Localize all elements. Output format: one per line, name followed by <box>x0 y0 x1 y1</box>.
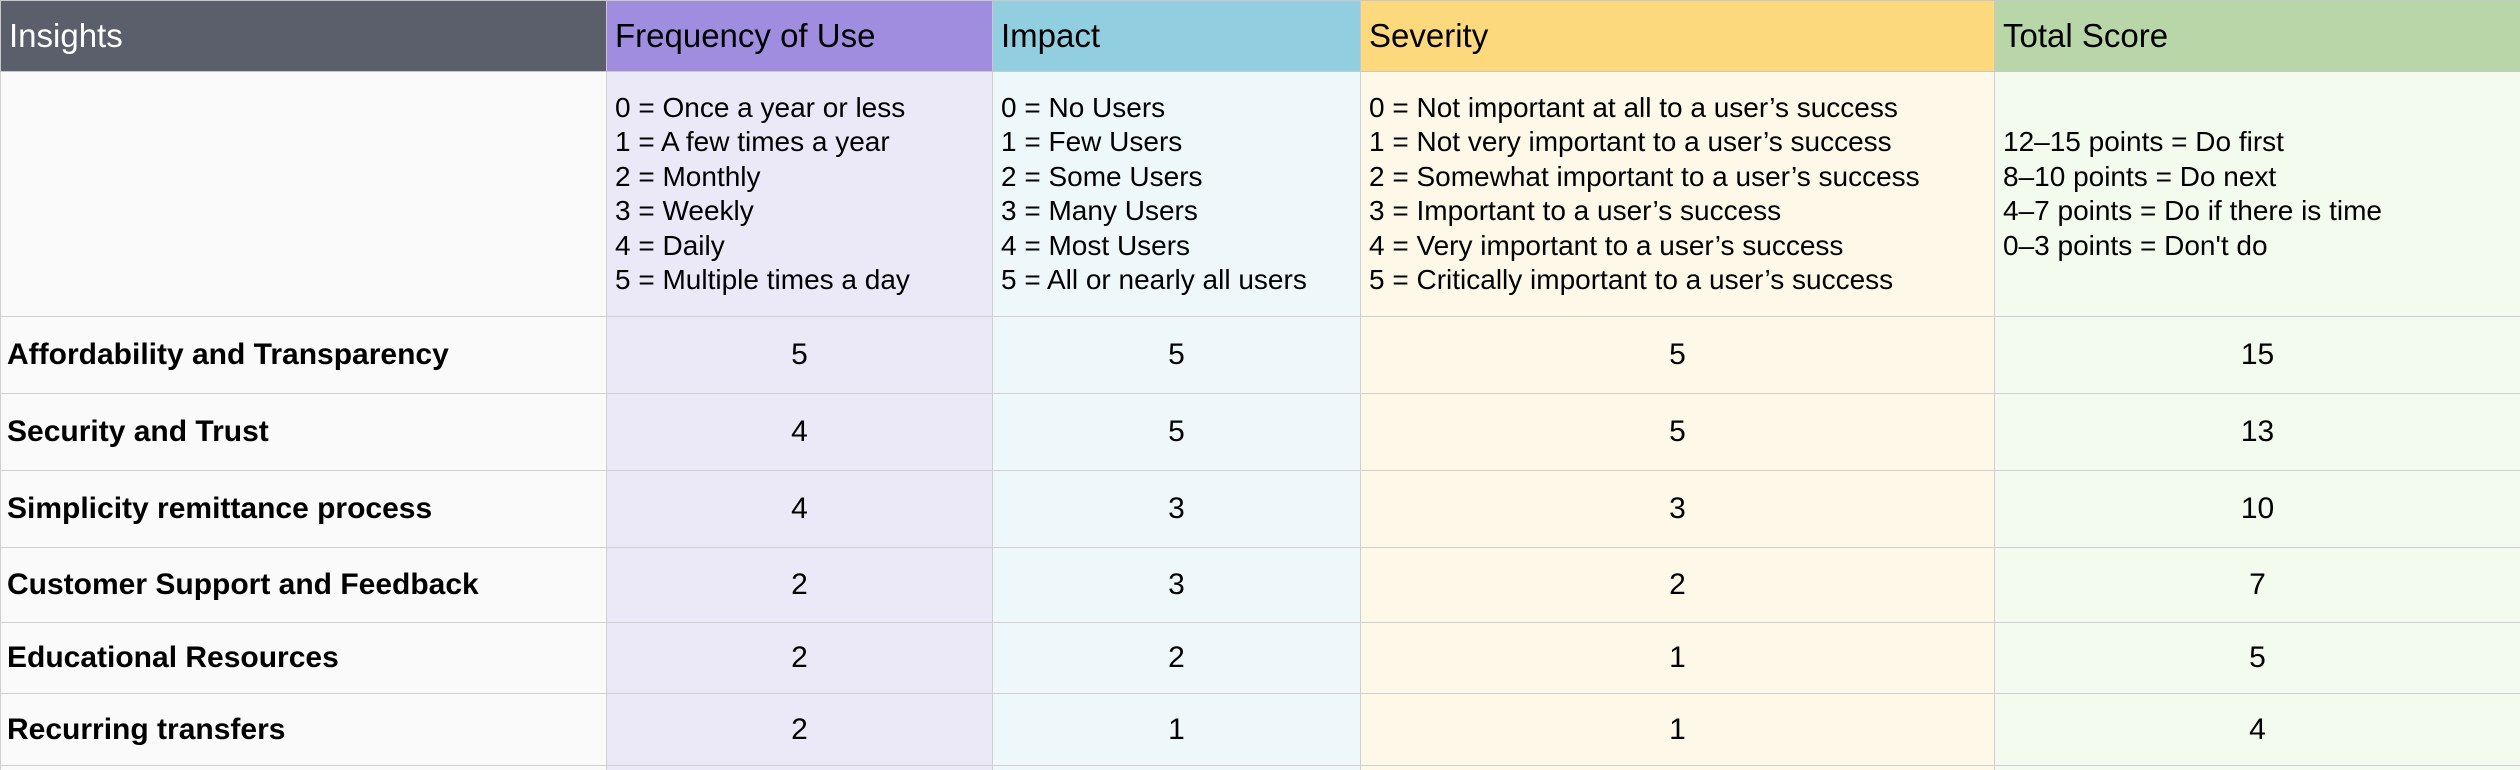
legend-line: 8–10 points = Do next <box>2003 160 2277 192</box>
insight-cell[interactable]: Recurring transfers <box>0 693 607 766</box>
legend-line: 2 = Somewhat important to a user’s succe… <box>1369 160 1920 192</box>
header-insights[interactable]: Insights <box>0 0 607 72</box>
insight-cell[interactable]: Affordability and Transparency <box>0 316 607 394</box>
table-row: Customer Support and Feedback 2 3 2 7 <box>0 547 2520 623</box>
legend-line: 0 = Not important at all to a user’s suc… <box>1369 91 1898 123</box>
legend-line: 2 = Some Users <box>1001 160 1203 192</box>
impact-cell[interactable]: 2 <box>992 622 1361 694</box>
total-score-cell[interactable]: 5 <box>1994 622 2520 694</box>
empty-cell[interactable] <box>992 765 1361 770</box>
header-severity[interactable]: Severity <box>1360 0 1995 72</box>
table-row-partial <box>0 765 2520 770</box>
legend-line: 2 = Monthly <box>615 160 761 192</box>
frequency-cell[interactable]: 4 <box>606 393 993 471</box>
legend-line: 4 = Very important to a user’s success <box>1369 229 1844 261</box>
legend-line: 3 = Many Users <box>1001 195 1198 226</box>
total-score-cell[interactable]: 10 <box>1994 470 2520 548</box>
header-impact[interactable]: Impact <box>992 0 1361 72</box>
frequency-cell[interactable]: 2 <box>606 693 993 766</box>
legend-line: 1 = A few times a year <box>615 126 890 157</box>
table-row: Educational Resources 2 2 1 5 <box>0 622 2520 694</box>
total-score-cell[interactable]: 13 <box>1994 393 2520 471</box>
impact-cell[interactable]: 5 <box>992 393 1361 471</box>
header-frequency-of-use[interactable]: Frequency of Use <box>606 0 993 72</box>
legend-line: 1 = Few Users <box>1001 126 1183 157</box>
legend-line: 5 = All or nearly all users <box>1001 264 1307 295</box>
legend-line: 3 = Important to a user’s success <box>1369 195 1782 226</box>
empty-cell[interactable] <box>1994 765 2520 770</box>
legend-cell-severity[interactable]: 0 = Not important at all to a user’s suc… <box>1360 71 1995 317</box>
empty-cell[interactable] <box>1360 765 1995 770</box>
insight-cell[interactable]: Educational Resources <box>0 622 607 694</box>
total-score-cell[interactable]: 4 <box>1994 693 2520 766</box>
severity-cell[interactable]: 3 <box>1360 470 1995 548</box>
legend-line: 4–7 points = Do if there is time <box>2003 195 2382 226</box>
legend-line: 5 = Multiple times a day <box>615 264 910 295</box>
header-total-score[interactable]: Total Score <box>1994 0 2520 72</box>
frequency-cell[interactable]: 2 <box>606 547 993 623</box>
total-score-cell[interactable]: 7 <box>1994 547 2520 623</box>
header-row: Insights Frequency of Use Impact Severit… <box>0 0 2520 72</box>
insight-cell[interactable]: Customer Support and Feedback <box>0 547 607 623</box>
legend-cell-impact[interactable]: 0 = No Users 1 = Few Users 2 = Some User… <box>992 71 1361 317</box>
frequency-cell[interactable]: 4 <box>606 470 993 548</box>
severity-cell[interactable]: 5 <box>1360 393 1995 471</box>
legend-cell-insights[interactable] <box>0 71 607 317</box>
table-row: Security and Trust 4 5 5 13 <box>0 393 2520 471</box>
legend-line: 0 = Once a year or less <box>615 91 906 123</box>
frequency-cell[interactable]: 5 <box>606 316 993 394</box>
empty-cell[interactable] <box>606 765 993 770</box>
table-row: Affordability and Transparency 5 5 5 15 <box>0 316 2520 394</box>
legend-line: 0–3 points = Don't do <box>2003 229 2268 261</box>
legend-line: 4 = Daily <box>615 229 725 261</box>
legend-cell-total[interactable]: 12–15 points = Do first 8–10 points = Do… <box>1994 71 2520 317</box>
total-score-cell[interactable]: 15 <box>1994 316 2520 394</box>
insight-cell[interactable]: Simplicity remittance process <box>0 470 607 548</box>
legend-cell-frequency[interactable]: 0 = Once a year or less 1 = A few times … <box>606 71 993 317</box>
impact-cell[interactable]: 3 <box>992 547 1361 623</box>
impact-cell[interactable]: 5 <box>992 316 1361 394</box>
legend-row: 0 = Once a year or less 1 = A few times … <box>0 71 2520 317</box>
severity-cell[interactable]: 1 <box>1360 693 1995 766</box>
impact-cell[interactable]: 3 <box>992 470 1361 548</box>
legend-line: 3 = Weekly <box>615 195 754 226</box>
severity-cell[interactable]: 2 <box>1360 547 1995 623</box>
severity-cell[interactable]: 1 <box>1360 622 1995 694</box>
legend-line: 0 = No Users <box>1001 91 1166 123</box>
frequency-cell[interactable]: 2 <box>606 622 993 694</box>
empty-cell[interactable] <box>0 765 607 770</box>
legend-line: 5 = Critically important to a user’s suc… <box>1369 264 1894 295</box>
legend-line: 4 = Most Users <box>1001 229 1191 261</box>
severity-cell[interactable]: 5 <box>1360 316 1995 394</box>
impact-cell[interactable]: 1 <box>992 693 1361 766</box>
insight-cell[interactable]: Security and Trust <box>0 393 607 471</box>
legend-line: 1 = Not very important to a user’s succe… <box>1369 126 1892 157</box>
table-row: Recurring transfers 2 1 1 4 <box>0 693 2520 766</box>
table-row: Simplicity remittance process 4 3 3 10 <box>0 470 2520 548</box>
legend-line: 12–15 points = Do first <box>2003 126 2284 157</box>
